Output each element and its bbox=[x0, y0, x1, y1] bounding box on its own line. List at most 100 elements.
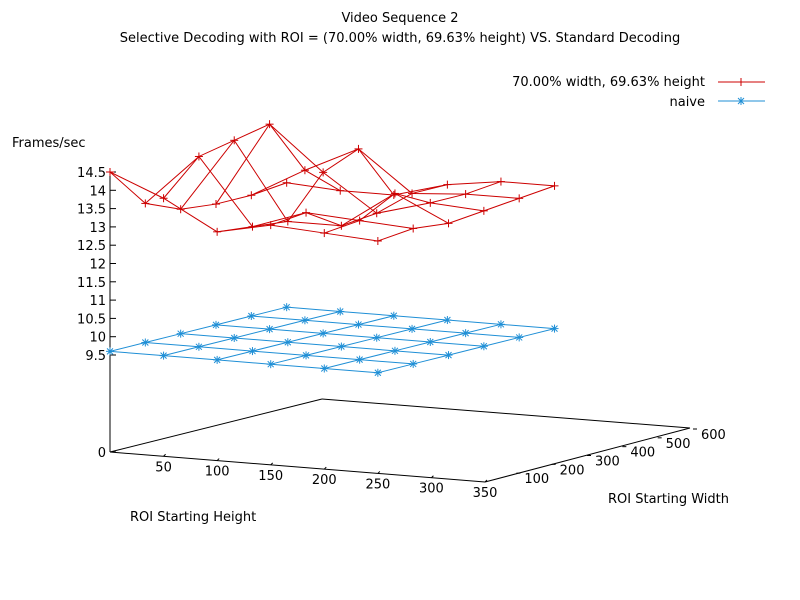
z-tick-label: 14 bbox=[89, 184, 106, 199]
data-point bbox=[283, 217, 292, 226]
data-point bbox=[496, 177, 505, 186]
surface-line bbox=[324, 181, 502, 234]
data-point bbox=[515, 194, 524, 203]
surface-line bbox=[270, 319, 448, 365]
data-point bbox=[373, 237, 382, 246]
data-point bbox=[337, 342, 346, 351]
x-axis-ticks: 50 100 150 200 250 300 350 bbox=[155, 453, 498, 501]
data-point bbox=[247, 312, 256, 321]
data-point bbox=[230, 136, 239, 145]
z-axis: 0 9.5 10 10.5 11 11.5 12 12.5 13 13.5 14 14.5 bbox=[77, 166, 116, 461]
surface-line bbox=[109, 171, 287, 210]
z-tick-label: 11.5 bbox=[77, 276, 106, 291]
surface-line bbox=[251, 148, 520, 199]
y-tick-label: 200 bbox=[560, 463, 585, 478]
surface-line bbox=[286, 181, 555, 196]
x-axis-label: ROI Starting Height bbox=[130, 510, 256, 525]
data-point bbox=[282, 303, 291, 312]
z-tick-label: 12 bbox=[89, 258, 106, 273]
x-tick-label: 250 bbox=[365, 477, 390, 492]
data-point bbox=[176, 205, 185, 214]
data-point bbox=[550, 324, 559, 333]
legend-label-series-1: 70.00% width, 69.63% height bbox=[512, 75, 705, 90]
data-point bbox=[320, 229, 329, 238]
base-edge-height bbox=[109, 451, 486, 483]
surface-line bbox=[163, 310, 341, 357]
surface-line bbox=[215, 123, 484, 214]
data-point bbox=[443, 180, 452, 189]
surface-line bbox=[180, 333, 449, 356]
surface-line bbox=[286, 306, 555, 330]
data-point bbox=[389, 190, 398, 199]
data-point bbox=[337, 221, 346, 230]
data-point bbox=[515, 333, 524, 342]
x-tick-label: 100 bbox=[205, 465, 230, 480]
data-point bbox=[336, 186, 345, 195]
data-point bbox=[479, 342, 488, 351]
surfaces bbox=[106, 120, 559, 377]
legend-label-series-2: naive bbox=[669, 95, 705, 110]
x-tick-label: 50 bbox=[155, 460, 172, 475]
surface-line bbox=[324, 323, 502, 369]
data-point bbox=[354, 144, 363, 153]
base-edge-width-front bbox=[109, 398, 323, 453]
y-tick-label: 600 bbox=[701, 428, 726, 443]
surface-line bbox=[109, 350, 378, 374]
data-point bbox=[373, 368, 382, 377]
data-point bbox=[247, 191, 256, 200]
data-point bbox=[426, 337, 435, 346]
z-tick-label: 14.5 bbox=[77, 166, 106, 181]
surface-line bbox=[145, 342, 414, 365]
data-point bbox=[106, 347, 114, 356]
z-tick-label: 10 bbox=[89, 331, 106, 346]
data-point bbox=[248, 222, 257, 231]
data-point bbox=[283, 338, 292, 347]
data-point bbox=[176, 329, 185, 338]
data-point bbox=[248, 347, 257, 356]
data-point bbox=[265, 120, 274, 129]
data-point bbox=[106, 168, 114, 176]
legend: 70.00% width, 69.63% height naive bbox=[512, 75, 765, 110]
data-point bbox=[372, 209, 381, 218]
data-point bbox=[408, 189, 417, 198]
z-tick-label: 10.5 bbox=[77, 312, 106, 327]
surface-line bbox=[217, 315, 394, 361]
data-point bbox=[320, 364, 329, 373]
data-point bbox=[444, 351, 453, 360]
surface-line bbox=[251, 315, 520, 338]
surface-line bbox=[180, 139, 449, 227]
z-tick-label: 11 bbox=[89, 294, 106, 309]
data-point bbox=[266, 221, 275, 230]
data-point bbox=[213, 355, 222, 364]
data-point bbox=[496, 320, 505, 329]
data-point bbox=[479, 206, 488, 215]
data-point bbox=[319, 168, 328, 177]
data-point bbox=[461, 329, 470, 338]
x-tick-mark bbox=[323, 466, 327, 470]
z-tick-label: 12.5 bbox=[77, 239, 106, 254]
z-tick-label: 0 bbox=[98, 446, 106, 461]
data-point bbox=[194, 152, 203, 161]
data-point bbox=[300, 316, 309, 325]
x-tick-label: 350 bbox=[473, 486, 498, 501]
data-point bbox=[302, 208, 311, 217]
y-tick-label: 500 bbox=[666, 437, 691, 452]
x-tick-mark bbox=[270, 462, 274, 466]
base-edge-back bbox=[321, 398, 691, 429]
data-point bbox=[354, 320, 363, 329]
data-point bbox=[212, 200, 220, 209]
data-point bbox=[426, 198, 435, 207]
data-point bbox=[372, 333, 381, 342]
x-tick-mark bbox=[431, 475, 434, 479]
y-tick-label: 300 bbox=[595, 455, 620, 470]
z-tick-label: 13.5 bbox=[77, 203, 106, 218]
data-point bbox=[194, 342, 203, 351]
data-point bbox=[355, 355, 364, 364]
z-tick-label: 13 bbox=[89, 221, 106, 236]
x-tick-mark bbox=[216, 458, 220, 461]
data-point bbox=[302, 351, 311, 360]
z-axis-label: Frames/sec bbox=[12, 136, 86, 151]
surface-line bbox=[109, 171, 378, 242]
